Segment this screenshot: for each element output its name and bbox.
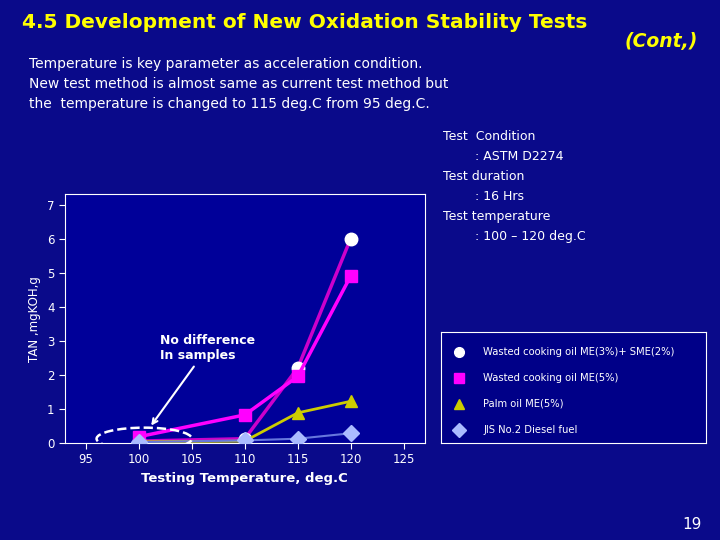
Text: 19: 19 xyxy=(683,517,702,532)
Palm oil ME(5%) xyxy=(135,438,143,445)
Wasted cooking oil ME(5%) xyxy=(294,373,302,380)
JIS No.2 Diesel fuel xyxy=(346,430,355,436)
Palm oil ME(5%) xyxy=(346,398,355,404)
Wasted cooking oil ME(5%) xyxy=(135,434,143,440)
Wasted cooking oil ME(5%) xyxy=(346,273,355,279)
JIS No.2 Diesel fuel xyxy=(135,439,143,446)
Wasted cooking oil ME(5%) xyxy=(240,411,249,418)
Wasted cooking oil ME(3%)+ SME(2%) xyxy=(135,438,143,444)
Text: JIS No.2 Diesel fuel: JIS No.2 Diesel fuel xyxy=(483,424,577,435)
Text: 4.5 Development of New Oxidation Stability Tests: 4.5 Development of New Oxidation Stabili… xyxy=(22,14,587,32)
Y-axis label: TAN ,mgKOH,g: TAN ,mgKOH,g xyxy=(28,275,41,362)
Line: Wasted cooking oil ME(5%): Wasted cooking oil ME(5%) xyxy=(132,270,357,443)
Text: No difference
In samples: No difference In samples xyxy=(153,334,255,424)
Wasted cooking oil ME(3%)+ SME(2%) xyxy=(240,435,249,442)
JIS No.2 Diesel fuel xyxy=(294,435,302,442)
Text: Palm oil ME(5%): Palm oil ME(5%) xyxy=(483,399,564,409)
Line: Palm oil ME(5%): Palm oil ME(5%) xyxy=(132,395,357,448)
Text: Wasted cooking oil ME(5%): Wasted cooking oil ME(5%) xyxy=(483,373,618,383)
Text: Wasted cooking oil ME(3%)+ SME(2%): Wasted cooking oil ME(3%)+ SME(2%) xyxy=(483,347,675,357)
Palm oil ME(5%) xyxy=(294,410,302,416)
X-axis label: Testing Temperature, deg.C: Testing Temperature, deg.C xyxy=(141,472,348,485)
Line: JIS No.2 Diesel fuel: JIS No.2 Diesel fuel xyxy=(133,428,356,448)
Line: Wasted cooking oil ME(3%)+ SME(2%): Wasted cooking oil ME(3%)+ SME(2%) xyxy=(132,232,357,447)
Wasted cooking oil ME(3%)+ SME(2%) xyxy=(294,364,302,371)
Wasted cooking oil ME(3%)+ SME(2%) xyxy=(346,235,355,242)
Palm oil ME(5%) xyxy=(240,438,249,444)
Text: (Cont,): (Cont,) xyxy=(625,32,698,51)
JIS No.2 Diesel fuel xyxy=(240,437,249,444)
Text: Temperature is key parameter as acceleration condition.
New test method is almos: Temperature is key parameter as accelera… xyxy=(29,57,448,111)
Text: Test  Condition
        : ASTM D2274
Test duration
        : 16 Hrs
Test tempera: Test Condition : ASTM D2274 Test duratio… xyxy=(443,130,585,242)
